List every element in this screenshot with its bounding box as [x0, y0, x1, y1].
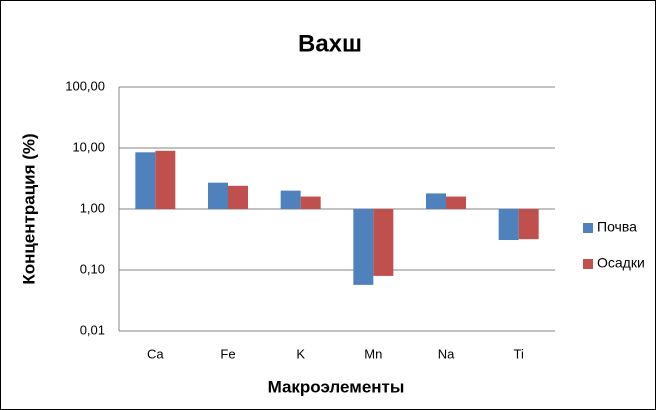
legend-swatch [583, 223, 593, 233]
x-tick-label: K [296, 346, 305, 361]
legend-label: Почва [597, 219, 637, 235]
y-tick-label: 0,01 [80, 322, 105, 337]
bar [280, 190, 301, 209]
y-tick-label: 10,00 [72, 139, 105, 154]
y-tick-label: 1,00 [80, 200, 105, 215]
y-tick-label: 0,10 [80, 261, 105, 276]
x-axis-label: Макроэлементы [268, 377, 405, 396]
bar [228, 185, 248, 209]
y-axis-label: Концентрация (%) [19, 133, 38, 284]
bar [426, 193, 446, 209]
x-tick-label: Na [438, 346, 455, 361]
bar [446, 196, 466, 209]
bar [353, 209, 374, 285]
bar [498, 209, 519, 241]
bar [373, 209, 394, 276]
legend-swatch [583, 259, 593, 269]
bar [135, 152, 156, 209]
x-tick-label: Fe [220, 346, 235, 361]
bar [300, 196, 321, 209]
x-tick-label: Mn [364, 346, 382, 361]
x-tick-label: Ca [147, 346, 164, 361]
bar [518, 209, 539, 240]
y-tick-label: 100,00 [65, 78, 105, 93]
chart-title: Вахш [298, 30, 362, 57]
bar [155, 150, 176, 209]
bar [208, 182, 228, 209]
x-tick-label: Ti [513, 346, 523, 361]
legend-label: Осадки [597, 255, 645, 271]
